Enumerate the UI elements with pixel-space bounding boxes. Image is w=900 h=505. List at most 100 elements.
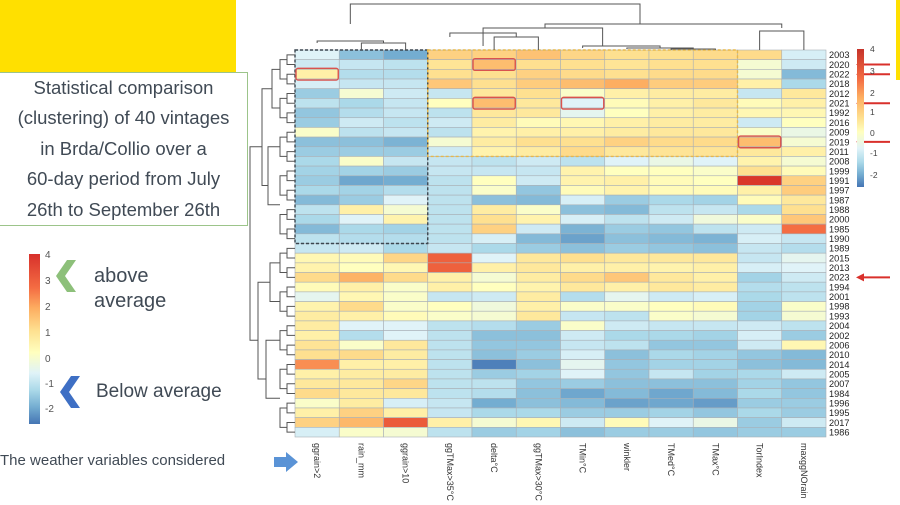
heatmap-cell [604, 136, 650, 148]
heatmap-cell [515, 204, 561, 215]
heatmap-cell [781, 388, 827, 399]
heatmap-cell [338, 262, 384, 273]
heatmap-cell [338, 117, 384, 128]
heatmap-cell [648, 107, 694, 119]
column-label: delta°C [489, 443, 499, 473]
heatmap-cell [781, 69, 827, 80]
heatmap-cell [692, 291, 738, 302]
heatmap-cell [692, 175, 738, 186]
heatmap-cell [737, 175, 783, 186]
row-dendrogram-branch [286, 247, 295, 259]
column-label: rain_mm [356, 443, 366, 478]
heatmap-cell [560, 194, 606, 206]
heatmap-cell [604, 291, 650, 302]
heatmap-cell [737, 59, 783, 70]
heatmap-cell [692, 146, 738, 157]
heatmap-cell [383, 291, 429, 302]
heatmap-cell [737, 214, 783, 225]
heatmap-cell [560, 165, 606, 177]
heatmap-cell [648, 59, 694, 70]
heatmap-cell [604, 368, 650, 380]
heatmap-cell [471, 175, 517, 186]
heatmap-cell [471, 243, 517, 254]
heatmap-cell [692, 214, 738, 225]
heatmap-cell [604, 407, 650, 418]
heatmap-cell [560, 233, 606, 244]
heatmap-cell [383, 243, 429, 254]
row-label: 2001 [829, 292, 849, 302]
row-label: 2016 [829, 118, 849, 128]
heatmap-cell [338, 330, 384, 341]
heatmap-cell [737, 194, 783, 206]
heatmap-cell [338, 397, 384, 409]
heatmap-cell [427, 427, 473, 438]
heatmap-cell [648, 204, 694, 215]
heatmap-cell [383, 223, 429, 235]
heatmap-cell [383, 59, 429, 70]
heatmap-cell [338, 252, 384, 264]
row-label: 1992 [829, 108, 849, 118]
row-label: 1996 [829, 398, 849, 408]
heatmap-cell [471, 359, 517, 370]
heatmap-cell [648, 368, 694, 380]
heatmap-cell [692, 427, 738, 438]
heatmap-cell [515, 107, 561, 119]
heatmap-cell [338, 368, 384, 380]
heatmap-cell [471, 339, 517, 351]
heatmap-cell [781, 330, 827, 341]
heatmap-cell [604, 281, 650, 293]
heatmap-cell [427, 185, 473, 196]
heatmap-cell [737, 252, 783, 264]
highlighted-cell-box [737, 135, 782, 149]
heatmap-cell [383, 397, 429, 409]
heatmap-cell [604, 127, 650, 138]
legend-tick: 0 [45, 354, 51, 365]
row-label: 2018 [829, 79, 849, 89]
row-label: 1997 [829, 186, 849, 196]
highlighted-cell-box [560, 96, 605, 110]
below-average-chevron-icon [60, 376, 80, 408]
heatmap-cell [781, 407, 827, 418]
key-tick: -2 [870, 170, 878, 180]
heatmap-cell [427, 330, 473, 341]
heatmap-cell [294, 320, 340, 331]
heatmap-cell [560, 136, 606, 148]
heatmap-cell [604, 194, 650, 206]
row-label: 2010 [829, 350, 849, 360]
row-dendrogram-branch [279, 213, 287, 235]
heatmap-cell [515, 310, 561, 322]
heatmap-cell [737, 417, 783, 428]
heatmap-cell [560, 98, 606, 109]
heatmap-cell [737, 291, 783, 302]
heatmap-cell [781, 88, 827, 99]
row-dendrogram-branch [286, 151, 295, 162]
column-label: maxggNOrain [799, 443, 809, 499]
legend-tick: 2 [45, 302, 51, 313]
heatmap-cell [648, 407, 694, 418]
heatmap-cell [294, 194, 340, 206]
heatmap-cell [560, 214, 606, 225]
heatmap-cell [692, 310, 738, 322]
heatmap-cell [560, 417, 606, 428]
heatmap-cell [294, 272, 340, 283]
heatmap-cell [648, 223, 694, 235]
heatmap-cell [692, 98, 738, 109]
heatmap-cell [294, 388, 340, 399]
heatmap-cell [383, 146, 429, 157]
heatmap-cell [781, 320, 827, 331]
heatmap-cell [648, 262, 694, 273]
heatmap-cell [427, 233, 473, 244]
column-label: ggTMax>35°C [445, 443, 455, 501]
heatmap-cell [515, 397, 561, 409]
heatmap-cell [737, 223, 783, 235]
row-label: 1987 [829, 195, 849, 205]
heatmap-cell [648, 233, 694, 244]
heatmap-cell [471, 204, 517, 215]
heatmap-cell [692, 127, 738, 138]
heatmap-cell [294, 185, 340, 196]
heatmap-cell [294, 165, 340, 177]
row-dendrogram-branch [286, 325, 295, 336]
row-dendrogram-branch [286, 228, 295, 240]
heatmap-cell [294, 69, 340, 80]
row-label: 1999 [829, 166, 849, 176]
